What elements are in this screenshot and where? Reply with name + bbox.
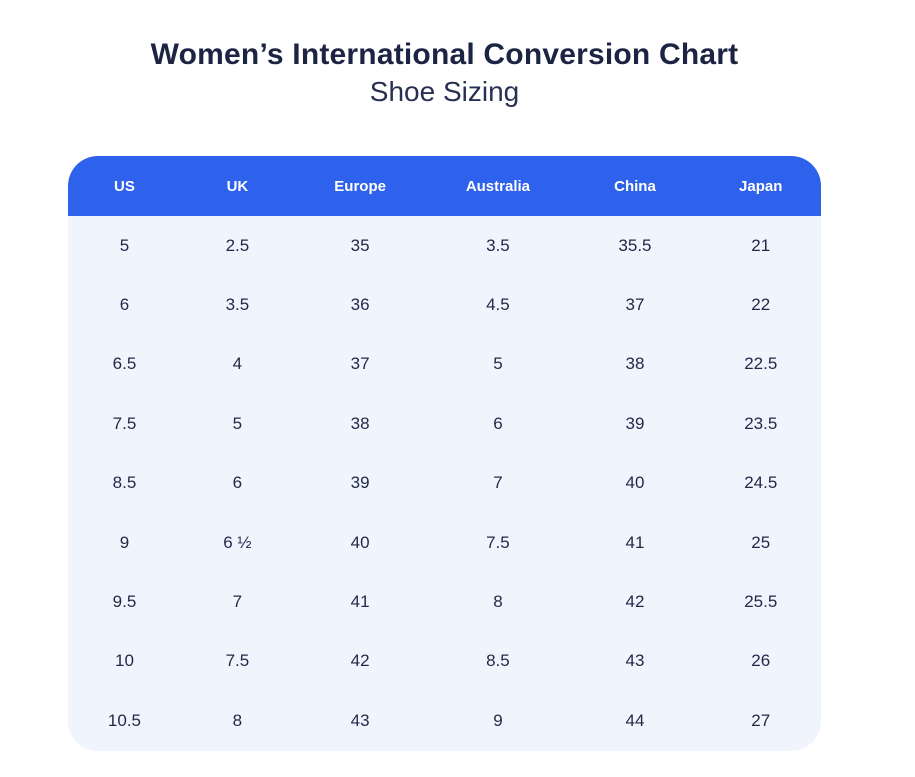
header-cell-europe: Europe [293,156,427,216]
table-cell: 9 [426,691,570,751]
page-subtitle: Shoe Sizing [369,76,520,107]
table-header: US UK Europe Australia China Japan [68,156,821,216]
table-cell: 22.5 [700,334,821,395]
table-row: 5 2.5 35 3.5 35.5 21 [68,216,821,276]
table-cell: 3.5 [426,216,570,276]
table-cell: 25 [700,512,821,573]
table-cell: 10.5 [68,691,181,751]
table-cell: 7.5 [180,631,294,692]
table-body: 5 2.5 35 3.5 35.5 21 6 3.5 36 4.5 37 22 … [68,216,821,751]
header-cell-china: China [569,156,701,216]
table-cell: 41 [569,512,701,573]
conversion-table: US UK Europe Australia China Japan 5 2.5… [68,156,821,751]
table-cell: 43 [569,631,701,692]
table-cell: 23.5 [700,394,821,454]
table-cell: 39 [569,394,701,454]
table-row: 9.5 7 41 8 42 25.5 [68,572,821,632]
table-row: 8.5 6 39 7 40 24.5 [68,453,821,513]
table-cell: 40 [569,453,701,513]
table-cell: 8.5 [68,453,181,513]
conversion-table-panel: US UK Europe Australia China Japan 5 2.5… [68,156,821,751]
table-cell: 38 [569,334,701,395]
table-cell: 7.5 [68,394,181,454]
table-cell: 37 [293,334,427,395]
table-cell: 5 [426,334,570,395]
table-cell: 2.5 [180,216,294,276]
table-row: 10 7.5 42 8.5 43 26 [68,631,821,692]
table-cell: 6 [68,275,181,335]
header-cell-uk: UK [180,156,294,216]
table-cell: 35.5 [569,216,701,276]
table-cell: 43 [293,691,427,751]
table-cell: 4 [180,334,294,395]
table-cell: 38 [293,394,427,454]
header-cell-us: US [68,156,181,216]
table-cell: 6 [426,394,570,454]
table-cell: 5 [68,216,181,276]
table-row: 7.5 5 38 6 39 23.5 [68,394,821,454]
table-cell: 42 [293,631,427,692]
table-cell: 7 [426,453,570,513]
table-cell: 21 [700,216,821,276]
table-cell: 27 [700,691,821,751]
table-cell: 10 [68,631,181,692]
table-cell: 22 [700,275,821,335]
table-row: 6 3.5 36 4.5 37 22 [68,275,821,335]
table-cell: 24.5 [700,453,821,513]
table-row: 6.5 4 37 5 38 22.5 [68,334,821,395]
header-cell-australia: Australia [426,156,570,216]
table-cell: 9 [68,512,181,573]
page-title: Women’s International Conversion Chart [150,38,739,71]
table-cell: 42 [569,572,701,632]
table-cell: 8 [426,572,570,632]
table-cell: 6 ½ [180,512,294,573]
header-cell-japan: Japan [700,156,821,216]
table-cell: 4.5 [426,275,570,335]
table-cell: 7 [180,572,294,632]
table-cell: 44 [569,691,701,751]
table-cell: 8 [180,691,294,751]
table-cell: 25.5 [700,572,821,632]
table-cell: 7.5 [426,512,570,573]
table-row: 9 6 ½ 40 7.5 41 25 [68,512,821,573]
table-cell: 35 [293,216,427,276]
table-cell: 6 [180,453,294,513]
table-cell: 37 [569,275,701,335]
table-cell: 6.5 [68,334,181,395]
header-row: US UK Europe Australia China Japan [68,156,821,216]
table-cell: 40 [293,512,427,573]
table-cell: 41 [293,572,427,632]
table-cell: 39 [293,453,427,513]
table-cell: 8.5 [426,631,570,692]
table-row: 10.5 8 43 9 44 27 [68,691,821,751]
table-cell: 9.5 [68,572,181,632]
table-cell: 36 [293,275,427,335]
table-cell: 3.5 [180,275,294,335]
title-block: Women’s International Conversion Chart S… [68,36,821,110]
table-cell: 26 [700,631,821,692]
table-cell: 5 [180,394,294,454]
